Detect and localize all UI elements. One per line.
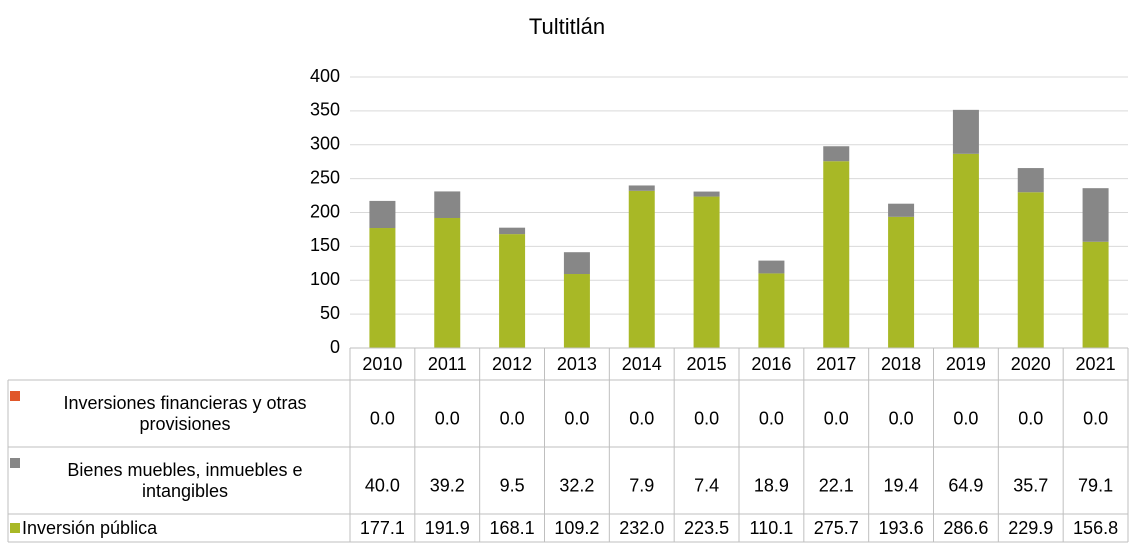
table-value: 35.7 (1013, 475, 1048, 495)
y-tick-label: 350 (310, 100, 340, 120)
bar-segment (888, 216, 915, 348)
y-tick-label: 300 (310, 134, 340, 154)
bar-segment (952, 109, 979, 154)
table-value: 232.0 (619, 518, 664, 538)
bar-segment (499, 234, 526, 348)
table-value: 0.0 (500, 408, 525, 428)
bar-segment (434, 217, 461, 348)
y-tick-label: 100 (310, 269, 340, 289)
y-tick-label: 200 (310, 201, 340, 221)
y-tick-label: 400 (310, 66, 340, 86)
table-value: 9.5 (500, 475, 525, 495)
bar-segment (1017, 168, 1044, 193)
legend-text: Bienes muebles, inmuebles e intangibles (67, 459, 303, 501)
x-tick-label: 2015 (687, 354, 727, 374)
table-value: 0.0 (759, 408, 784, 428)
bar-segment (758, 273, 785, 348)
bar-segment (434, 191, 461, 218)
bar-segment (563, 274, 590, 348)
table-value: 0.0 (953, 408, 978, 428)
table-value: 0.0 (435, 408, 460, 428)
table-value: 22.1 (819, 475, 854, 495)
table-value: 229.9 (1008, 518, 1053, 538)
x-tick-label: 2014 (622, 354, 662, 374)
table-value: 0.0 (1018, 408, 1043, 428)
table-value: 32.2 (559, 475, 594, 495)
table-value: 18.9 (754, 475, 789, 495)
bar-segment (952, 153, 979, 348)
bar-segment (499, 227, 526, 235)
table-value: 40.0 (365, 475, 400, 495)
bar-segment (758, 260, 785, 274)
table-value: 193.6 (879, 518, 924, 538)
legend-swatch (10, 458, 20, 468)
table-value: 168.1 (490, 518, 535, 538)
table-value: 19.4 (884, 475, 919, 495)
table-value: 79.1 (1078, 475, 1113, 495)
table-value: 0.0 (889, 408, 914, 428)
x-tick-label: 2011 (428, 354, 467, 374)
bar-segment (369, 200, 396, 229)
table-value: 0.0 (629, 408, 654, 428)
y-tick-label: 0 (330, 337, 340, 357)
table-value: 7.4 (694, 475, 719, 495)
table-value: 156.8 (1073, 518, 1118, 538)
legend-swatch (10, 523, 20, 533)
bar-segment (1082, 188, 1109, 242)
chart-title: Tultitlán (529, 14, 605, 39)
legend-label: Inversión pública (10, 514, 348, 542)
table-value: 0.0 (694, 408, 719, 428)
x-tick-label: 2012 (492, 354, 532, 374)
bar-segment (888, 203, 915, 217)
table-value: 110.1 (750, 518, 794, 538)
x-tick-label: 2013 (557, 354, 597, 374)
x-tick-label: 2019 (946, 354, 986, 374)
x-tick-label: 2021 (1076, 354, 1116, 374)
table-value: 109.2 (554, 518, 599, 538)
table-value: 7.9 (629, 475, 654, 495)
table-value: 286.6 (943, 518, 988, 538)
x-tick-label: 2018 (881, 354, 921, 374)
x-tick-label: 2020 (1011, 354, 1051, 374)
y-tick-label: 150 (310, 235, 340, 255)
table-value: 39.2 (430, 475, 465, 495)
legend-entry: Inversiones financieras y otras provisio… (10, 380, 348, 447)
table-value: 191.9 (425, 518, 470, 538)
table-value: 0.0 (1083, 408, 1108, 428)
bar-segment (369, 228, 396, 348)
legend-label: Inversiones financieras y otras provisio… (10, 380, 348, 447)
x-tick-label: 2010 (362, 354, 402, 374)
legend-label: Bienes muebles, inmuebles e intangibles (10, 447, 348, 514)
table-value: 64.9 (948, 475, 983, 495)
y-tick-label: 250 (310, 167, 340, 187)
bar-segment (823, 146, 850, 162)
table-value: 0.0 (370, 408, 395, 428)
x-tick-label: 2017 (816, 354, 856, 374)
bar-segment (1082, 241, 1109, 348)
table-value: 0.0 (564, 408, 589, 428)
x-tick-label: 2016 (751, 354, 791, 374)
bar-segment (693, 191, 720, 197)
table-value: 177.1 (360, 518, 405, 538)
table-value: 223.5 (684, 518, 729, 538)
legend-text: Inversión pública (22, 517, 158, 538)
table-value: 0.0 (824, 408, 849, 428)
bar-segment (823, 161, 850, 348)
bar-segment (628, 185, 655, 191)
table-value: 275.7 (814, 518, 859, 538)
legend-entry: Bienes muebles, inmuebles e intangibles (10, 447, 348, 514)
legend-entry: Inversión pública (10, 514, 348, 542)
bar-segment (563, 252, 590, 275)
legend-swatch (10, 391, 20, 401)
legend-text: Inversiones financieras y otras provisio… (63, 392, 307, 434)
bar-segment (693, 196, 720, 348)
bar-segment (1017, 192, 1044, 348)
bar-segment (628, 190, 655, 348)
y-tick-label: 50 (320, 303, 340, 323)
